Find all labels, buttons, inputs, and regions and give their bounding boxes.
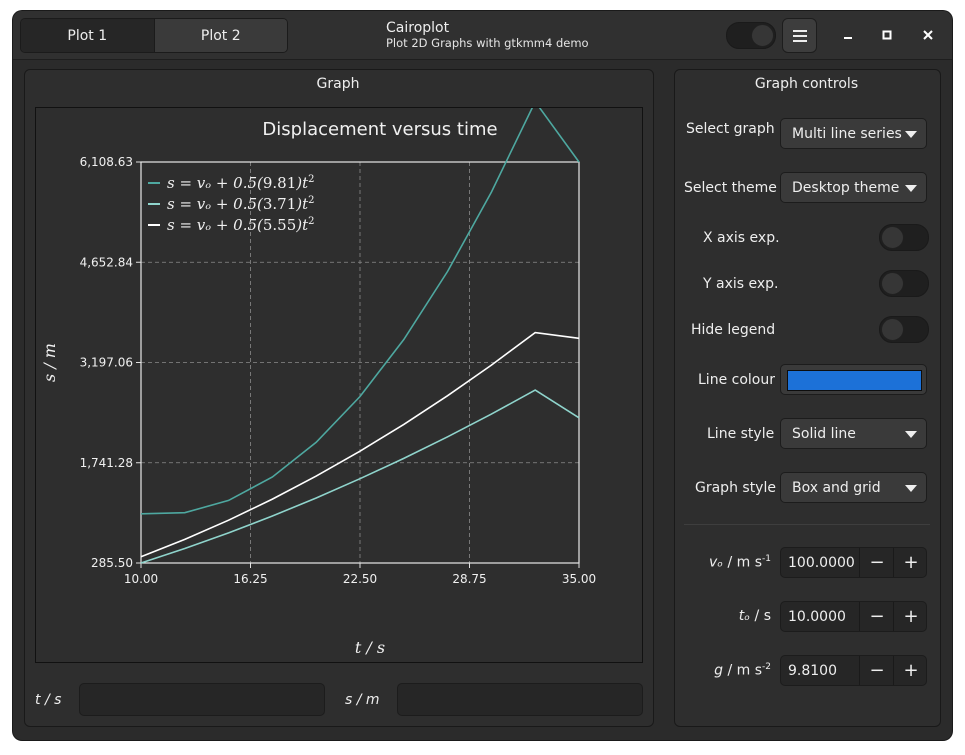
title-block: Cairoplot Plot 2D Graphs with gtkmm4 dem…	[386, 20, 589, 51]
y-axis-exp-switch[interactable]	[879, 270, 929, 297]
switch-knob	[751, 24, 774, 47]
x-tick-label: 10.00	[124, 572, 158, 586]
plot-box	[140, 161, 580, 564]
line-style-dropdown[interactable]: Solid line	[780, 418, 927, 449]
switch-knob	[881, 318, 904, 341]
y-axis-exp-label: Y axis exp.	[703, 276, 779, 292]
chart-title: Displacement versus time	[262, 119, 497, 140]
graph-style-dropdown[interactable]: Box and grid	[780, 472, 927, 503]
line-style-value: Solid line	[792, 426, 856, 442]
y-axis-label: s / m	[40, 343, 59, 382]
select-theme-value: Desktop theme	[792, 180, 900, 196]
tab-plot-2[interactable]: Plot 2	[153, 19, 287, 52]
chart-svg: Displacement versus time 10.00 16.25 22.50 2…	[40, 100, 596, 657]
switch-knob	[881, 226, 904, 249]
x-axis-exp-switch[interactable]	[879, 224, 929, 251]
v0-increment-button[interactable]: +	[893, 548, 928, 577]
main-menu-button[interactable]	[782, 18, 817, 53]
app-subtitle: Plot 2D Graphs with gtkmm4 demo	[386, 36, 589, 50]
legend-entry-3: s = vₒ + 0.5(5.55)t2	[167, 216, 315, 234]
graph-frame-label: Graph	[316, 76, 360, 92]
t-readout-label: t / s	[35, 692, 62, 708]
s-readout-field[interactable]	[397, 683, 643, 716]
header-toggle-switch[interactable]	[726, 22, 776, 49]
maximize-button[interactable]	[875, 23, 899, 47]
chevron-down-icon	[905, 185, 917, 192]
v0-value[interactable]: 100.0000	[788, 555, 855, 571]
hide-legend-label: Hide legend	[691, 322, 776, 338]
v0-label: vₒ / m s-1	[708, 554, 771, 571]
line-style-label: Line style	[707, 426, 775, 442]
y-tick-label: 6,108.63	[80, 155, 133, 169]
colour-swatch	[787, 370, 922, 391]
legend-entry-2: s = vₒ + 0.5(3.71)t2	[167, 195, 315, 213]
g-label: g / m s-2	[714, 662, 771, 679]
t0-decrement-button[interactable]: −	[859, 602, 894, 631]
maximize-icon	[882, 30, 892, 40]
chevron-down-icon	[905, 431, 917, 438]
x-axis-label: t / s	[355, 638, 385, 657]
series-line-1	[140, 100, 580, 515]
switch-knob	[881, 272, 904, 295]
legend-entry-1: s = vₒ + 0.5(9.81)t2	[167, 174, 315, 192]
v0-decrement-button[interactable]: −	[859, 548, 894, 577]
minimize-button[interactable]	[836, 23, 860, 47]
hamburger-icon	[792, 29, 807, 42]
g-increment-button[interactable]: +	[893, 656, 928, 685]
y-tick-label: 285.50	[91, 556, 133, 570]
g-value[interactable]: 9.8100	[788, 663, 837, 679]
graph-style-value: Box and grid	[792, 480, 881, 496]
s-readout-label: s / m	[345, 692, 380, 708]
x-axis-exp-label: X axis exp.	[703, 230, 780, 246]
series-line-2	[140, 389, 580, 564]
graph-style-label: Graph style	[695, 480, 776, 496]
series-line-3	[140, 331, 580, 558]
line-colour-button[interactable]	[780, 364, 927, 395]
plot-area[interactable]: Displacement versus time 10.00 16.25 22.50 2…	[35, 100, 643, 663]
y-tick-label: 4,652.84	[80, 255, 133, 269]
chevron-down-icon	[905, 485, 917, 492]
t0-label: tₒ / s	[738, 608, 771, 624]
g-decrement-button[interactable]: −	[859, 656, 894, 685]
controls-frame-label: Graph controls	[754, 76, 859, 92]
t0-spinbutton[interactable]: 10.0000 − +	[780, 601, 927, 632]
select-graph-value: Multi line series	[792, 126, 902, 142]
close-button[interactable]	[916, 23, 940, 47]
tab-plot-1[interactable]: Plot 1	[21, 19, 154, 52]
g-spinbutton[interactable]: 9.8100 − +	[780, 655, 927, 686]
t0-value[interactable]: 10.0000	[788, 609, 846, 625]
v0-spinbutton[interactable]: 100.0000 − +	[780, 547, 927, 578]
app-window: Plot 1 Plot 2 Cairoplot Plot 2D Graphs w…	[13, 11, 952, 740]
y-tick-label: 1,741.28	[80, 456, 133, 470]
app-title: Cairoplot	[386, 20, 450, 36]
hide-legend-switch[interactable]	[879, 316, 929, 343]
select-graph-dropdown[interactable]: Multi line series	[780, 118, 927, 149]
t0-increment-button[interactable]: +	[893, 602, 928, 631]
x-tick-label: 22.50	[343, 572, 377, 586]
select-theme-dropdown[interactable]: Desktop theme	[780, 172, 927, 203]
minimize-icon	[844, 37, 852, 39]
x-tick-label: 16.25	[233, 572, 267, 586]
x-tick-label: 28.75	[452, 572, 486, 586]
chevron-down-icon	[905, 131, 917, 138]
header-bar: Plot 1 Plot 2 Cairoplot Plot 2D Graphs w…	[13, 11, 952, 60]
x-tick-label: 35.00	[562, 572, 596, 586]
select-theme-label: Select theme	[684, 180, 777, 196]
y-tick-label: 3,197.06	[80, 356, 133, 370]
t-readout-field[interactable]	[79, 683, 325, 716]
controls-separator	[684, 524, 930, 525]
close-icon	[923, 30, 933, 40]
plot-tab-switcher: Plot 1 Plot 2	[20, 18, 288, 53]
select-graph-label: Select graph	[686, 121, 775, 137]
line-colour-label: Line colour	[698, 372, 775, 388]
